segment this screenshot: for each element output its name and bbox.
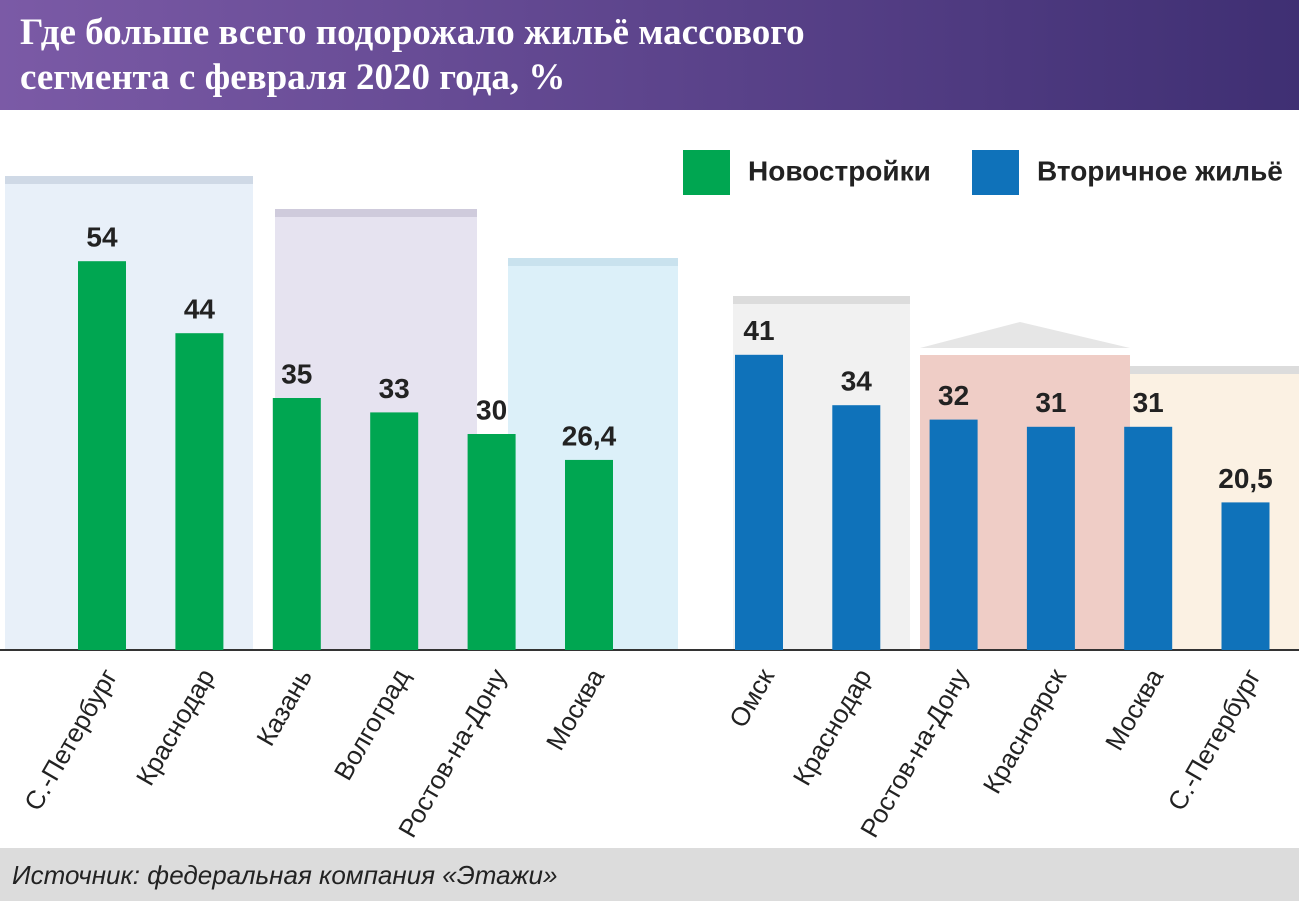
bar: [175, 333, 224, 650]
legend-swatch: [972, 150, 1019, 195]
legend-label: Новостройки: [748, 155, 931, 186]
data-label: 26,4: [562, 420, 617, 451]
legend-label: Вторичное жильё: [1037, 155, 1283, 186]
x-tick-label: С.-Петербург: [1161, 663, 1266, 815]
data-label: 34: [841, 366, 873, 397]
bar: [1026, 426, 1075, 650]
bar: [370, 412, 419, 650]
x-tick-label: Волгоград: [328, 663, 416, 785]
source: Источник: федеральная компания «Этажи»: [12, 860, 558, 890]
data-label: 31: [1035, 387, 1066, 418]
data-label: 35: [281, 358, 312, 389]
x-tick-label: Краснодар: [130, 663, 221, 790]
bar: [565, 459, 613, 650]
data-label: 32: [938, 380, 969, 411]
chart-title: Где больше всего подорожало жильё массов…: [20, 12, 805, 98]
building-roof: [920, 322, 1130, 348]
data-label: 33: [379, 373, 410, 404]
data-label: 31: [1133, 387, 1164, 418]
x-tick-label: Красноярск: [977, 663, 1073, 799]
x-tick-label: Ростов-на-Дону: [392, 663, 513, 842]
bar: [78, 261, 126, 650]
x-tick-label: Омск: [723, 663, 781, 733]
building-roof: [1130, 366, 1299, 374]
building-roof: [508, 258, 678, 266]
chart: С.-Петербург Краснодар Казань ВолгоградРост…: [0, 150, 1299, 842]
building-roof: [5, 176, 253, 184]
x-tick-label: Ростов-на-Дону: [854, 663, 975, 842]
x-tick-label: Казань: [250, 663, 318, 750]
data-label: 54: [86, 222, 118, 253]
bar: [929, 419, 978, 650]
bar: [272, 398, 321, 650]
bar: [735, 354, 783, 650]
x-tick-label: Краснодар: [787, 663, 878, 790]
building-roof: [275, 209, 477, 217]
bar: [467, 434, 516, 650]
x-tick-label: Москва: [540, 663, 611, 755]
building-roof: [733, 296, 910, 304]
footer: Источник: федеральная компания «Этажи»: [0, 848, 1299, 901]
data-label: 30: [476, 394, 507, 425]
data-label: 20,5: [1218, 463, 1273, 494]
legend-swatch: [683, 150, 730, 195]
data-label: 41: [743, 315, 774, 346]
x-tick-label: С.-Петербург: [18, 663, 123, 815]
bar: [832, 405, 881, 650]
x-tick-label: Москва: [1099, 663, 1170, 755]
header: Где больше всего подорожало жильё массов…: [0, 0, 1299, 110]
data-label: 44: [184, 294, 216, 325]
bar: [1221, 502, 1270, 650]
bar: [1124, 426, 1173, 650]
